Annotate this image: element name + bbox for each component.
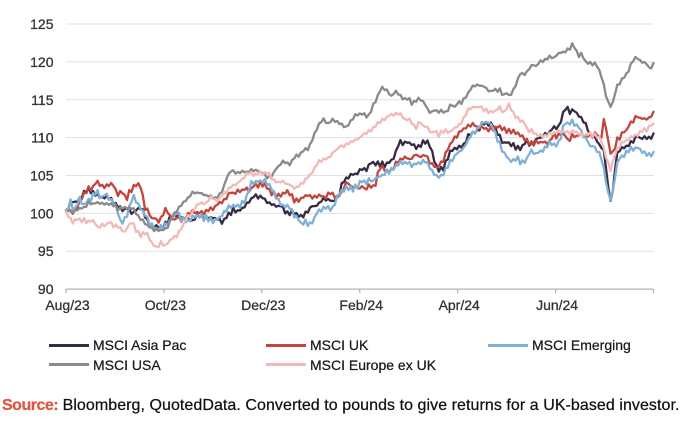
svg-text:115: 115 (31, 92, 54, 108)
svg-text:Aug/23: Aug/23 (45, 297, 90, 313)
svg-text:Dec/23: Dec/23 (241, 297, 286, 313)
svg-text:125: 125 (30, 16, 54, 32)
svg-text:95: 95 (38, 243, 54, 259)
svg-text:Feb/24: Feb/24 (339, 297, 383, 313)
svg-text:90: 90 (38, 281, 54, 297)
svg-text:105: 105 (30, 168, 54, 184)
svg-text:110: 110 (31, 130, 54, 146)
svg-text:Oct/23: Oct/23 (145, 297, 186, 313)
svg-text:120: 120 (30, 54, 54, 70)
svg-text:Jun/24: Jun/24 (536, 297, 578, 313)
svg-text:100: 100 (30, 205, 54, 221)
svg-text:Apr/24: Apr/24 (439, 297, 480, 313)
